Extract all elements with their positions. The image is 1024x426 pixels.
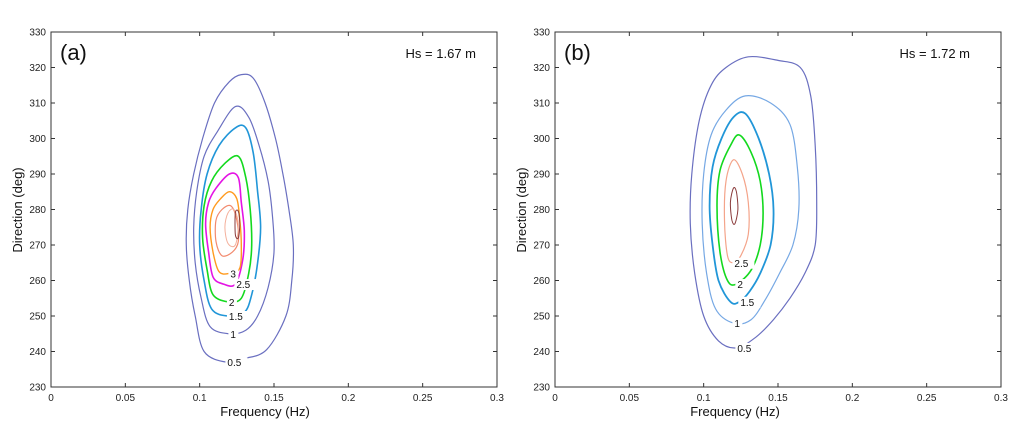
contour-label-bg xyxy=(228,328,239,340)
x-tick-label: 0.3 xyxy=(490,393,504,404)
contour-3 xyxy=(729,186,739,225)
panel-a: 0.511.522.53 0 0.05 0.1 0.15 0.2 0.25 0.3 2302… xyxy=(10,28,504,420)
y-tick-label: 230 xyxy=(29,383,46,394)
contour-label: 0.5 xyxy=(737,344,751,355)
contour-2.5 xyxy=(204,172,246,287)
contour-label-bg xyxy=(738,296,761,308)
contour-4 xyxy=(224,208,239,248)
x-tick-label: 0.2 xyxy=(341,393,355,404)
y-tick-label: 270 xyxy=(533,241,550,252)
x-tick-label: 0.1 xyxy=(193,393,207,404)
hs-annotation: Hs = 1.72 m xyxy=(900,46,970,61)
contour-label: 0.5 xyxy=(227,358,241,369)
panel-b: 0.5 11.5 2 2.5 0 0.05 0.1 0.15 0.2 0.25 0.3 230 24… xyxy=(514,28,1008,420)
plot-frame xyxy=(554,31,1002,388)
x-tick-label: 0.25 xyxy=(917,393,937,404)
x-tick-label: 0.15 xyxy=(264,393,284,404)
y-ticks: 230 240 250 260 270 280 290 300 310 320 330 xyxy=(29,28,497,394)
y-tick-label: 290 xyxy=(29,170,46,181)
contour-group xyxy=(689,55,818,349)
contour-1.5 xyxy=(708,111,775,305)
contour-0.5 xyxy=(185,73,295,363)
contour-label-bg xyxy=(225,357,248,369)
x-tick-label: 0.3 xyxy=(994,393,1008,404)
contour-labels: 0.5 11.5 2 2.5 xyxy=(732,257,761,355)
y-tick-label: 300 xyxy=(533,134,550,145)
contour-label: 2 xyxy=(737,280,743,291)
contour-label: 1.5 xyxy=(740,298,754,309)
y-tick-label: 260 xyxy=(533,276,550,287)
contour-label: 1 xyxy=(734,319,740,330)
contour-label-bg xyxy=(735,342,758,354)
y-axis-label: Direction (deg) xyxy=(514,167,529,252)
y-tick-label: 310 xyxy=(533,99,550,110)
y-tick-label: 270 xyxy=(29,241,46,252)
y-tick-label: 300 xyxy=(29,134,46,145)
y-tick-label: 320 xyxy=(533,63,550,74)
y-axis-label: Direction (deg) xyxy=(10,167,25,252)
y-tick-label: 330 xyxy=(533,28,550,39)
contour-2.5 xyxy=(723,159,750,264)
contour-1 xyxy=(701,95,800,325)
contour-label: 3 xyxy=(230,269,236,280)
contour-label-bg xyxy=(228,268,239,280)
y-tick-label: 290 xyxy=(533,170,550,181)
y-tick-label: 240 xyxy=(29,347,46,358)
x-ticks: 0 0.05 0.1 0.15 0.2 0.25 0.3 xyxy=(552,32,1008,404)
contour-label: 2.5 xyxy=(734,259,748,270)
y-tick-label: 250 xyxy=(533,312,550,323)
y-tick-label: 280 xyxy=(533,205,550,216)
y-ticks: 230 240 250 260 270 280 290 300 310 320 330 xyxy=(533,28,1001,394)
contour-labels: 0.5 1 1.5 22.53 xyxy=(225,268,257,369)
hs-annotation: Hs = 1.67 m xyxy=(406,46,476,61)
y-tick-label: 330 xyxy=(29,28,46,39)
contour-1.5 xyxy=(198,124,262,317)
y-tick-label: 260 xyxy=(29,276,46,287)
contour-group xyxy=(185,73,295,363)
contour-1 xyxy=(193,105,275,335)
y-tick-label: 310 xyxy=(29,99,46,110)
x-tick-label: 0 xyxy=(48,393,54,404)
x-axis-label: Frequency (Hz) xyxy=(690,404,780,419)
x-tick-label: 0.25 xyxy=(413,393,433,404)
contour-label-bg xyxy=(226,296,237,308)
x-tick-label: 0.05 xyxy=(116,393,136,404)
contour-label: 2 xyxy=(229,298,235,309)
contour-label: 2.5 xyxy=(236,280,250,291)
x-tick-label: 0 xyxy=(552,393,558,404)
contour-4.5 xyxy=(234,209,241,240)
x-tick-label: 0.1 xyxy=(697,393,711,404)
contour-label: 1.5 xyxy=(229,312,243,323)
contour-label-bg xyxy=(226,311,249,322)
x-axis-label: Frequency (Hz) xyxy=(220,404,310,419)
y-tick-label: 230 xyxy=(533,383,550,394)
x-ticks: 0 0.05 0.1 0.15 0.2 0.25 0.3 xyxy=(48,32,504,404)
contour-0.5 xyxy=(689,55,818,349)
x-tick-label: 0.2 xyxy=(845,393,859,404)
y-tick-label: 320 xyxy=(29,63,46,74)
contour-label: 1 xyxy=(230,330,236,341)
panel-label: (b) xyxy=(564,40,591,65)
contour-label-bg xyxy=(735,279,746,291)
y-tick-label: 250 xyxy=(29,312,46,323)
contour-label-bg xyxy=(732,318,743,330)
contour-label-bg xyxy=(234,279,257,291)
contour-2 xyxy=(201,154,253,303)
contour-2 xyxy=(716,134,764,286)
contour-label-bg xyxy=(732,257,755,269)
x-tick-label: 0.05 xyxy=(620,393,640,404)
y-tick-label: 240 xyxy=(533,347,550,358)
plot-frame xyxy=(50,31,498,388)
x-tick-label: 0.15 xyxy=(768,393,788,404)
panel-label: (a) xyxy=(60,40,87,65)
y-tick-label: 280 xyxy=(29,205,46,216)
